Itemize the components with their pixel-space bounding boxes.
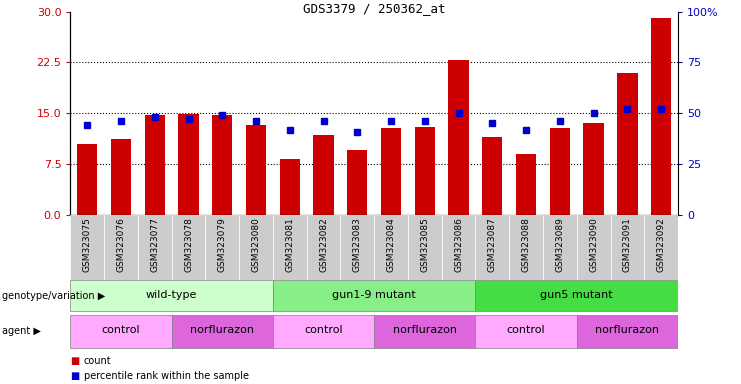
Text: GSM323084: GSM323084 <box>387 217 396 272</box>
Text: control: control <box>507 326 545 336</box>
Text: GSM323091: GSM323091 <box>623 217 632 272</box>
Text: GSM323075: GSM323075 <box>83 217 92 272</box>
Bar <box>205 215 239 280</box>
Text: norflurazon: norflurazon <box>595 326 659 336</box>
Bar <box>279 159 300 215</box>
Bar <box>144 115 165 215</box>
Text: GSM323076: GSM323076 <box>116 217 125 272</box>
Bar <box>307 215 340 280</box>
Text: genotype/variation ▶: genotype/variation ▶ <box>2 291 105 301</box>
Bar <box>212 115 233 215</box>
Text: ■: ■ <box>70 356 79 366</box>
Bar <box>442 215 476 280</box>
Text: GSM323078: GSM323078 <box>184 217 193 272</box>
Text: GSM323079: GSM323079 <box>218 217 227 272</box>
Text: GSM323077: GSM323077 <box>150 217 159 272</box>
Text: percentile rank within the sample: percentile rank within the sample <box>84 371 249 381</box>
Text: norflurazon: norflurazon <box>190 326 254 336</box>
Text: GSM323086: GSM323086 <box>454 217 463 272</box>
Text: GSM323092: GSM323092 <box>657 217 665 272</box>
Text: GSM323088: GSM323088 <box>522 217 531 272</box>
Bar <box>644 215 678 280</box>
Text: gun1-9 mutant: gun1-9 mutant <box>332 290 416 300</box>
Bar <box>617 73 637 215</box>
Text: control: control <box>102 326 140 336</box>
Bar <box>476 215 509 280</box>
Bar <box>550 128 570 215</box>
Text: GSM323082: GSM323082 <box>319 217 328 272</box>
Bar <box>70 215 104 280</box>
Bar <box>516 154 536 215</box>
Bar <box>476 315 576 348</box>
Bar <box>381 128 401 215</box>
Bar <box>70 280 273 311</box>
Bar <box>374 315 476 348</box>
Bar <box>246 126 266 215</box>
Bar <box>313 135 333 215</box>
Text: count: count <box>84 356 111 366</box>
Bar <box>138 215 172 280</box>
Bar <box>408 215 442 280</box>
Text: ■: ■ <box>70 371 79 381</box>
Text: gun5 mutant: gun5 mutant <box>540 290 613 300</box>
Text: wild-type: wild-type <box>146 290 197 300</box>
Text: GSM323087: GSM323087 <box>488 217 497 272</box>
Text: GSM323081: GSM323081 <box>285 217 294 272</box>
Bar <box>576 315 678 348</box>
Bar <box>348 150 368 215</box>
Bar <box>415 127 435 215</box>
Bar <box>273 315 374 348</box>
Bar <box>172 315 273 348</box>
Bar <box>340 215 374 280</box>
Bar <box>651 18 671 215</box>
Text: GDS3379 / 250362_at: GDS3379 / 250362_at <box>303 2 445 15</box>
Text: GSM323090: GSM323090 <box>589 217 598 272</box>
Bar <box>543 215 576 280</box>
Bar <box>611 215 644 280</box>
Bar <box>374 215 408 280</box>
Bar <box>273 280 476 311</box>
Text: norflurazon: norflurazon <box>393 326 457 336</box>
Bar <box>179 114 199 215</box>
Bar <box>239 215 273 280</box>
Text: GSM323085: GSM323085 <box>420 217 429 272</box>
Text: GSM323089: GSM323089 <box>555 217 565 272</box>
Bar <box>509 215 543 280</box>
Bar <box>482 137 502 215</box>
Bar <box>583 123 604 215</box>
Text: GSM323080: GSM323080 <box>251 217 261 272</box>
Bar <box>70 315 172 348</box>
Bar <box>104 215 138 280</box>
Bar <box>576 215 611 280</box>
Bar <box>172 215 205 280</box>
Text: agent ▶: agent ▶ <box>2 326 41 336</box>
Bar <box>77 144 97 215</box>
Text: GSM323083: GSM323083 <box>353 217 362 272</box>
Text: control: control <box>305 326 343 336</box>
Bar <box>273 215 307 280</box>
Bar <box>476 280 678 311</box>
Bar <box>111 139 131 215</box>
Bar <box>448 60 469 215</box>
